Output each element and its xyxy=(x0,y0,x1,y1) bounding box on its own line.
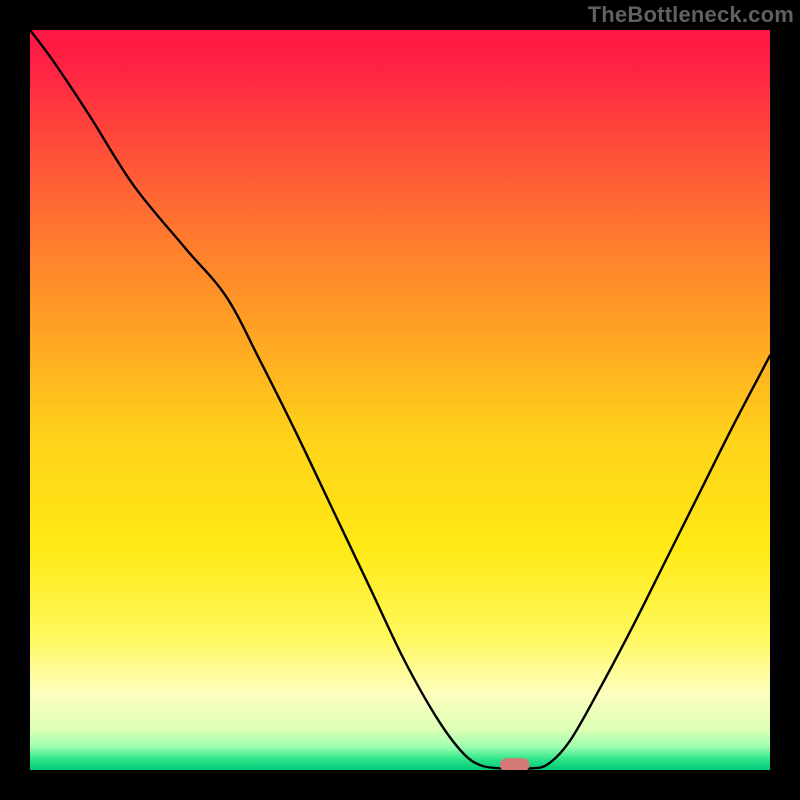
chart-background xyxy=(30,30,770,770)
plot-area xyxy=(30,30,770,770)
figure-frame: TheBottleneck.com xyxy=(0,0,800,800)
bottleneck-chart-svg xyxy=(30,30,770,770)
optimal-marker xyxy=(500,758,530,770)
watermark-text: TheBottleneck.com xyxy=(588,2,794,28)
